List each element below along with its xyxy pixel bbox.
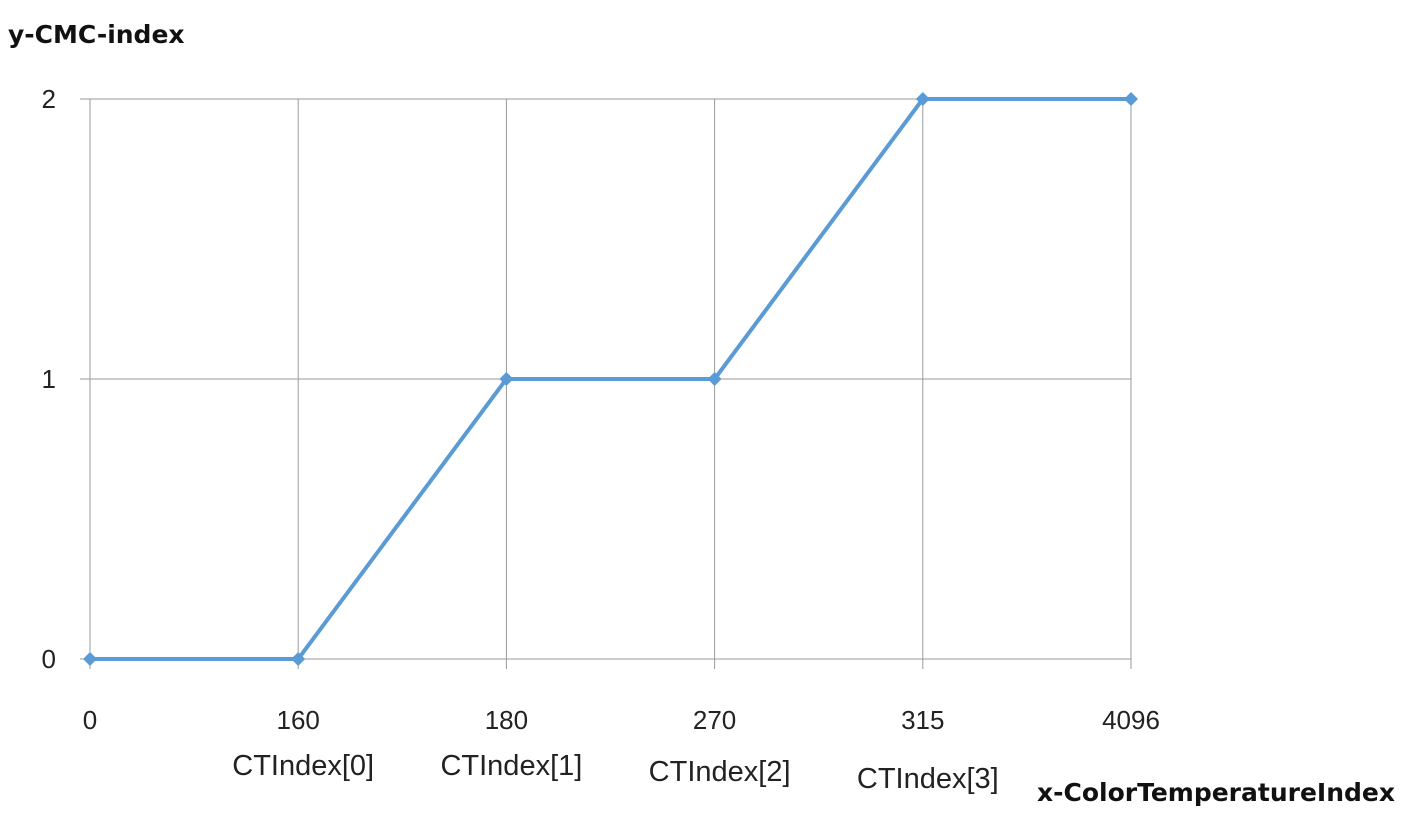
y-tick-label: 0 <box>42 644 56 674</box>
series-line <box>83 92 1138 666</box>
x-tick-label: 270 <box>693 705 736 735</box>
y-tick-label: 2 <box>42 84 56 114</box>
x-tick-label: 0 <box>83 705 97 735</box>
x-tick-label: 160 <box>277 705 320 735</box>
grid <box>80 98 1132 669</box>
x-category-label: CTIndex[0] <box>232 750 374 782</box>
data-point-marker <box>707 372 722 386</box>
x-tick-label: 315 <box>901 705 944 735</box>
data-point-marker <box>499 372 514 386</box>
data-point-marker <box>915 92 930 106</box>
y-tick-label: 1 <box>42 364 56 394</box>
x-category-label: CTIndex[3] <box>857 763 999 795</box>
series-line-path <box>90 97 1131 661</box>
y-axis-title: y-CMC-index <box>8 20 185 49</box>
x-category-label: CTIndex[2] <box>649 756 791 788</box>
data-point-marker <box>83 652 97 666</box>
x-axis-title: x-ColorTemperatureIndex <box>1037 778 1395 807</box>
data-point-marker <box>291 652 306 666</box>
tick-labels: 0 1 2 0 160 180 270 315 4096 CTIndex[0] CTIndex[1]… <box>42 84 1160 795</box>
x-category-label: CTIndex[1] <box>440 750 582 782</box>
data-point-marker <box>1124 92 1138 106</box>
x-tick-label: 180 <box>485 705 528 735</box>
x-tick-label: 4096 <box>1102 705 1160 735</box>
